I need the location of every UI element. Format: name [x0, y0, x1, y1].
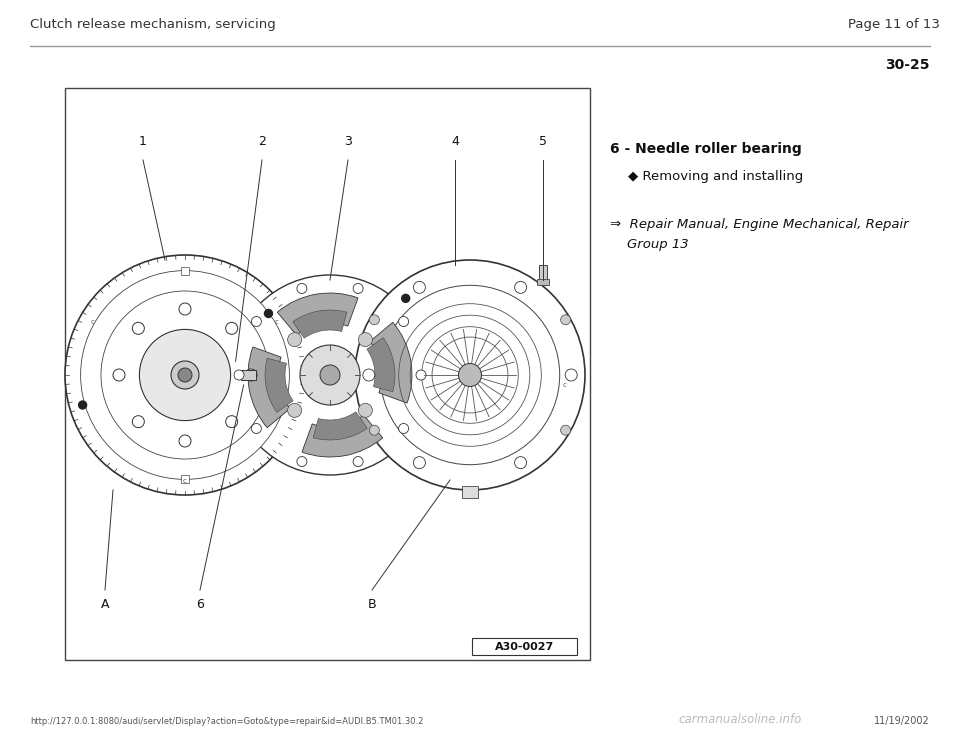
- Circle shape: [113, 369, 125, 381]
- Wedge shape: [248, 347, 290, 427]
- Circle shape: [139, 329, 230, 421]
- Circle shape: [565, 369, 577, 381]
- Circle shape: [401, 295, 410, 302]
- Circle shape: [459, 364, 482, 387]
- Wedge shape: [313, 412, 368, 440]
- Circle shape: [132, 322, 144, 335]
- Text: ◆ Removing and installing: ◆ Removing and installing: [628, 170, 804, 183]
- Bar: [537, 279, 549, 285]
- Wedge shape: [293, 310, 347, 338]
- Bar: [181, 476, 189, 483]
- Wedge shape: [277, 293, 358, 335]
- Circle shape: [297, 456, 307, 467]
- Bar: [65, 88, 590, 660]
- Text: ⇒  Repair Manual, Engine Mechanical, Repair: ⇒ Repair Manual, Engine Mechanical, Repa…: [610, 218, 908, 231]
- Circle shape: [252, 424, 261, 433]
- Circle shape: [65, 255, 305, 495]
- Wedge shape: [370, 322, 412, 403]
- Text: c: c: [183, 478, 187, 485]
- Bar: [539, 265, 547, 285]
- Wedge shape: [302, 415, 383, 457]
- Text: 4: 4: [451, 135, 459, 148]
- Text: 30-25: 30-25: [885, 58, 930, 72]
- Circle shape: [265, 309, 273, 318]
- Text: c: c: [563, 382, 566, 388]
- Circle shape: [230, 275, 430, 475]
- Circle shape: [245, 369, 257, 381]
- Circle shape: [300, 345, 360, 405]
- Text: 5: 5: [539, 135, 547, 148]
- Circle shape: [179, 303, 191, 315]
- Circle shape: [234, 370, 244, 380]
- Circle shape: [515, 456, 527, 469]
- Circle shape: [370, 425, 379, 436]
- Text: B: B: [368, 598, 376, 611]
- Circle shape: [355, 260, 585, 490]
- Circle shape: [288, 404, 301, 417]
- Circle shape: [226, 322, 238, 335]
- Circle shape: [81, 271, 289, 479]
- Text: 2: 2: [258, 135, 266, 148]
- Circle shape: [226, 416, 238, 427]
- Circle shape: [320, 365, 340, 385]
- Circle shape: [101, 291, 269, 459]
- Circle shape: [561, 315, 570, 325]
- Circle shape: [353, 283, 363, 293]
- Bar: [241, 370, 255, 380]
- Circle shape: [398, 424, 409, 433]
- Text: c: c: [275, 319, 279, 325]
- Text: 3: 3: [344, 135, 352, 148]
- Circle shape: [353, 456, 363, 467]
- Circle shape: [132, 416, 144, 427]
- Circle shape: [515, 281, 527, 293]
- Circle shape: [398, 317, 409, 326]
- Text: 11/19/2002: 11/19/2002: [875, 716, 930, 726]
- Text: c: c: [91, 319, 95, 325]
- Circle shape: [178, 368, 192, 382]
- Text: http://127.0.0.1:8080/audi/servlet/Display?action=Goto&type=repair&id=AUDI.B5.TM: http://127.0.0.1:8080/audi/servlet/Displ…: [30, 717, 423, 726]
- Text: Page 11 of 13: Page 11 of 13: [848, 18, 940, 31]
- Circle shape: [79, 401, 86, 409]
- Circle shape: [171, 361, 199, 389]
- Circle shape: [288, 332, 301, 347]
- Circle shape: [358, 332, 372, 347]
- Circle shape: [416, 370, 426, 380]
- Text: Group 13: Group 13: [610, 238, 688, 251]
- Circle shape: [297, 283, 307, 293]
- Bar: [472, 638, 577, 655]
- Text: A: A: [101, 598, 109, 611]
- Text: A30-0027: A30-0027: [494, 642, 554, 651]
- Circle shape: [414, 456, 425, 469]
- Wedge shape: [265, 358, 293, 413]
- Text: Clutch release mechanism, servicing: Clutch release mechanism, servicing: [30, 18, 276, 31]
- Circle shape: [561, 425, 570, 436]
- Text: carmanualsoline.info: carmanualsoline.info: [679, 713, 802, 726]
- Text: 1: 1: [139, 135, 147, 148]
- Text: 6 - Needle roller bearing: 6 - Needle roller bearing: [610, 142, 802, 156]
- Text: 6: 6: [196, 598, 204, 611]
- Wedge shape: [367, 338, 395, 392]
- Circle shape: [414, 281, 425, 293]
- Bar: [181, 266, 189, 275]
- Circle shape: [380, 286, 560, 464]
- Circle shape: [358, 404, 372, 417]
- Bar: [462, 486, 478, 498]
- Circle shape: [252, 317, 261, 326]
- Circle shape: [363, 369, 374, 381]
- Circle shape: [179, 435, 191, 447]
- Circle shape: [370, 315, 379, 325]
